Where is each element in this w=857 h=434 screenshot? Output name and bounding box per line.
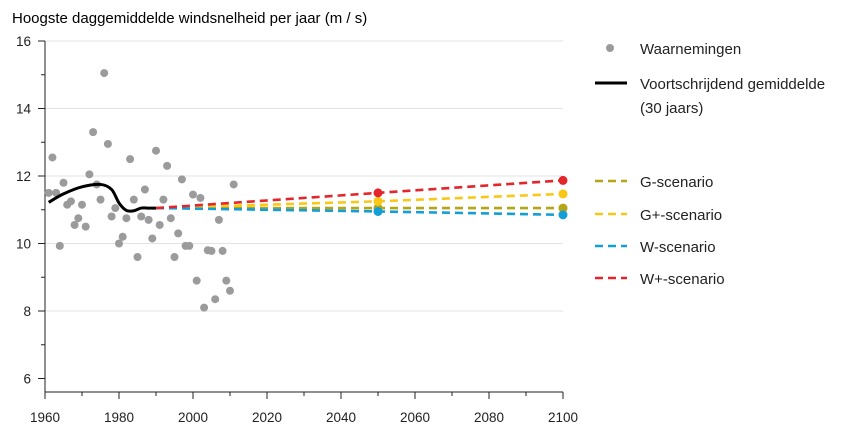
- observation-point: [185, 241, 194, 250]
- observation-point: [89, 128, 98, 137]
- observation-point: [211, 295, 220, 304]
- observation-point: [126, 155, 135, 164]
- observation-point: [144, 215, 153, 224]
- observation-point: [207, 246, 216, 255]
- x-tick-label: 2040: [326, 410, 356, 425]
- g-plus-scenario-point: [558, 189, 568, 199]
- observation-point: [174, 229, 183, 238]
- observation-point: [59, 178, 68, 187]
- observation-point: [81, 222, 90, 231]
- axes: 6 8 10 12 14 16 1960 1980 2000 2020 2040 2060 2080 21…: [16, 34, 578, 425]
- w-scenario-point: [373, 206, 383, 216]
- w-scenario-point: [558, 210, 568, 220]
- g-plus-scenario-point: [373, 196, 383, 206]
- legend: Waarnemingen Voortschrijdend gemiddelde (3…: [595, 41, 825, 288]
- observation-point: [200, 303, 209, 312]
- y-tick-label: 6: [23, 372, 31, 387]
- observation-point: [133, 253, 142, 261]
- observation-point: [218, 246, 227, 255]
- observation-point: [48, 153, 57, 162]
- legend-marker-observations: [606, 44, 614, 52]
- legend-label-running-mean-line2: (30 jaars): [640, 100, 703, 117]
- y-tick-label: 10: [16, 237, 31, 252]
- observation-point: [44, 188, 53, 197]
- observation-point: [78, 200, 86, 209]
- y-tick-label: 8: [23, 304, 31, 319]
- observation-point: [192, 276, 201, 285]
- observation-point: [196, 193, 205, 202]
- observation-point: [122, 214, 131, 223]
- legend-label-w-scenario: W-scenario: [640, 239, 716, 256]
- x-tick-label: 2000: [178, 410, 208, 425]
- running-mean-line: [47, 182, 156, 213]
- observation-point: [96, 195, 105, 204]
- observation-point: [152, 146, 160, 155]
- y-tick-label: 14: [16, 102, 32, 117]
- legend-label-g-scenario: G-scenario: [640, 174, 713, 191]
- observation-point: [222, 276, 231, 285]
- observation-point: [52, 188, 61, 197]
- observation-point: [159, 195, 168, 204]
- observation-point: [189, 190, 197, 199]
- observation-point: [55, 241, 64, 250]
- observation-point: [177, 175, 186, 184]
- g-scenario-point: [558, 203, 568, 213]
- g-plus-scenario-line: [155, 192, 564, 210]
- legend-label-g-plus-scenario: G+-scenario: [640, 207, 722, 224]
- observation-point: [226, 286, 234, 295]
- observation-point: [74, 214, 83, 223]
- observation-point: [148, 234, 157, 243]
- y-tick-label: 12: [16, 169, 31, 184]
- w-plus-scenario-point: [373, 188, 383, 198]
- plot-area: [44, 69, 568, 312]
- observation-point: [70, 220, 79, 229]
- x-tick-label: 2060: [400, 410, 430, 425]
- x-tick-label: 1980: [104, 410, 134, 425]
- observation-point: [111, 204, 120, 213]
- observation-point: [85, 170, 94, 179]
- x-tick-label: 2020: [252, 410, 282, 425]
- observation-point: [170, 253, 179, 261]
- observation-point: [103, 139, 112, 148]
- x-tick-label: 1960: [30, 410, 60, 425]
- legend-label-w-plus-scenario: W+-scenario: [640, 271, 725, 288]
- x-tick-label: 2100: [548, 410, 578, 425]
- observation-point: [66, 197, 75, 206]
- observation-point: [100, 69, 109, 78]
- y-tick-label: 16: [16, 34, 31, 49]
- legend-label-observations: Waarnemingen: [640, 41, 741, 58]
- chart-title: Hoogste daggemiddelde windsnelheid per j…: [12, 10, 367, 27]
- w-plus-scenario-point: [558, 175, 568, 185]
- observation-point: [137, 212, 146, 221]
- observation-point: [107, 212, 116, 221]
- legend-label-running-mean: Voortschrijdend gemiddelde: [640, 76, 825, 93]
- grid: [45, 40, 563, 312]
- observation-point: [129, 195, 138, 204]
- observation-point: [229, 180, 238, 189]
- observation-point: [163, 161, 172, 170]
- x-tick-label: 2080: [474, 410, 504, 425]
- observation-point: [166, 214, 175, 223]
- observation-point: [115, 239, 123, 248]
- w-plus-scenario-line: [155, 179, 564, 210]
- observation-point: [214, 215, 223, 224]
- observation-point: [155, 220, 164, 229]
- observation-point: [140, 185, 149, 194]
- observation-point: [118, 232, 127, 241]
